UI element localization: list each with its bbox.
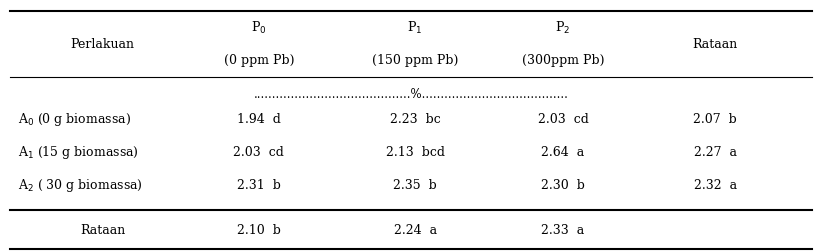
Text: 2.07  b: 2.07 b (693, 113, 737, 126)
Text: 2.33  a: 2.33 a (542, 224, 584, 237)
Text: P$_0$: P$_0$ (252, 20, 266, 36)
Text: Rataan: Rataan (80, 224, 126, 237)
Text: 2.23  bc: 2.23 bc (390, 113, 441, 126)
Text: (150 ppm Pb): (150 ppm Pb) (372, 54, 459, 67)
Text: 2.27  a: 2.27 a (694, 146, 737, 159)
Text: (0 ppm Pb): (0 ppm Pb) (224, 54, 294, 67)
Text: 2.30  b: 2.30 b (541, 179, 585, 192)
Text: Perlakuan: Perlakuan (71, 38, 135, 51)
Text: A$_0$ (0 g biomassa): A$_0$ (0 g biomassa) (18, 111, 131, 128)
Text: 1.94  d: 1.94 d (237, 113, 281, 126)
Text: P$_2$: P$_2$ (556, 20, 570, 36)
Text: 2.64  a: 2.64 a (542, 146, 584, 159)
Text: 2.13  bcd: 2.13 bcd (386, 146, 445, 159)
Text: 2.03  cd: 2.03 cd (538, 113, 589, 126)
Text: 2.31  b: 2.31 b (237, 179, 281, 192)
Text: Rataan: Rataan (692, 38, 738, 51)
Text: (300ppm Pb): (300ppm Pb) (522, 54, 604, 67)
Text: 2.35  b: 2.35 b (393, 179, 437, 192)
Text: 2.24  a: 2.24 a (394, 224, 436, 237)
Text: P$_1$: P$_1$ (408, 20, 423, 36)
Text: 2.03  cd: 2.03 cd (233, 146, 284, 159)
Text: ..........................................%.....................................: ........................................… (253, 88, 569, 101)
Text: 2.10  b: 2.10 b (237, 224, 281, 237)
Text: A$_2$ ( 30 g biomassa): A$_2$ ( 30 g biomassa) (18, 177, 143, 194)
Text: 2.32  a: 2.32 a (694, 179, 737, 192)
Text: A$_1$ (15 g biomassa): A$_1$ (15 g biomassa) (18, 144, 139, 161)
